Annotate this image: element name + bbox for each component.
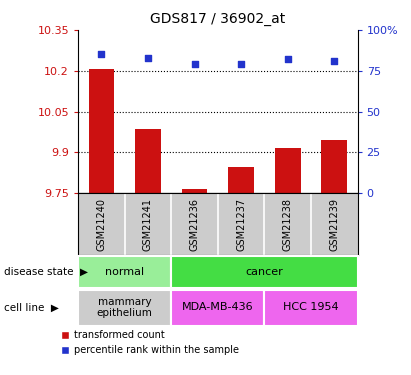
Text: mammary
epithelium: mammary epithelium	[97, 297, 152, 318]
Point	[191, 61, 198, 67]
Bar	[135, 129, 161, 193]
Text: HCC 1954: HCC 1954	[283, 303, 339, 312]
Legend: transformed count, percentile rank within the sample: transformed count, percentile rank withi…	[58, 326, 243, 359]
Text: cell line  ▶: cell line ▶	[4, 303, 59, 312]
Bar	[89, 69, 114, 193]
FancyBboxPatch shape	[264, 290, 358, 326]
FancyBboxPatch shape	[171, 256, 358, 288]
Text: GSM21237: GSM21237	[236, 198, 246, 251]
Text: normal: normal	[105, 267, 144, 277]
FancyBboxPatch shape	[78, 290, 171, 326]
Text: GSM21239: GSM21239	[329, 198, 339, 251]
Point	[145, 55, 151, 61]
FancyBboxPatch shape	[78, 256, 171, 288]
FancyBboxPatch shape	[171, 290, 264, 326]
Text: disease state  ▶: disease state ▶	[4, 267, 88, 277]
Text: cancer: cancer	[245, 267, 283, 277]
Point	[331, 58, 337, 64]
Bar	[321, 140, 347, 193]
Title: GDS817 / 36902_at: GDS817 / 36902_at	[150, 12, 286, 26]
Text: GSM21241: GSM21241	[143, 198, 153, 251]
Text: MDA-MB-436: MDA-MB-436	[182, 303, 254, 312]
Text: GSM21236: GSM21236	[189, 198, 199, 251]
Bar	[228, 167, 254, 193]
Text: GSM21240: GSM21240	[97, 198, 106, 251]
Point	[284, 56, 291, 62]
Point	[98, 51, 105, 57]
Point	[238, 61, 245, 67]
Text: GSM21238: GSM21238	[283, 198, 293, 251]
Bar	[275, 148, 300, 193]
Bar	[182, 189, 207, 193]
